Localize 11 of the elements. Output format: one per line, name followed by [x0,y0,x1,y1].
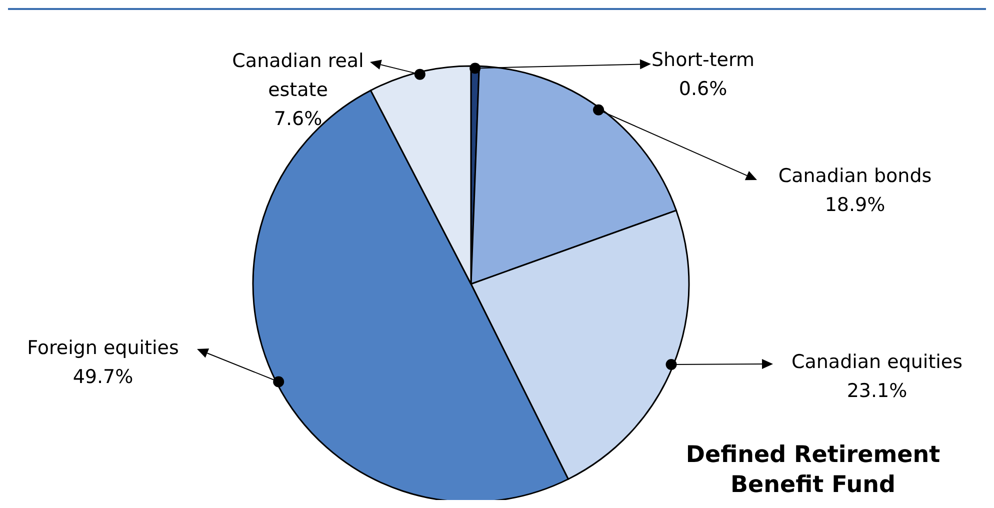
data-label: 49.7% [72,366,134,388]
data-label: 0.6% [678,78,728,100]
slice-label: Short-term [652,49,754,71]
text: Defined Retirement Benefit Fund [686,442,940,498]
slice-label: Foreign equities [27,337,179,359]
data-label: 18.9% [824,194,886,216]
data-label: 23.1% [846,380,908,402]
legend-label: Canadian equities [791,351,963,373]
slice-label: Canadian bonds [778,165,932,187]
data-label: 7.6% [274,108,322,130]
slice-label: Canadian real estate [232,50,364,101]
